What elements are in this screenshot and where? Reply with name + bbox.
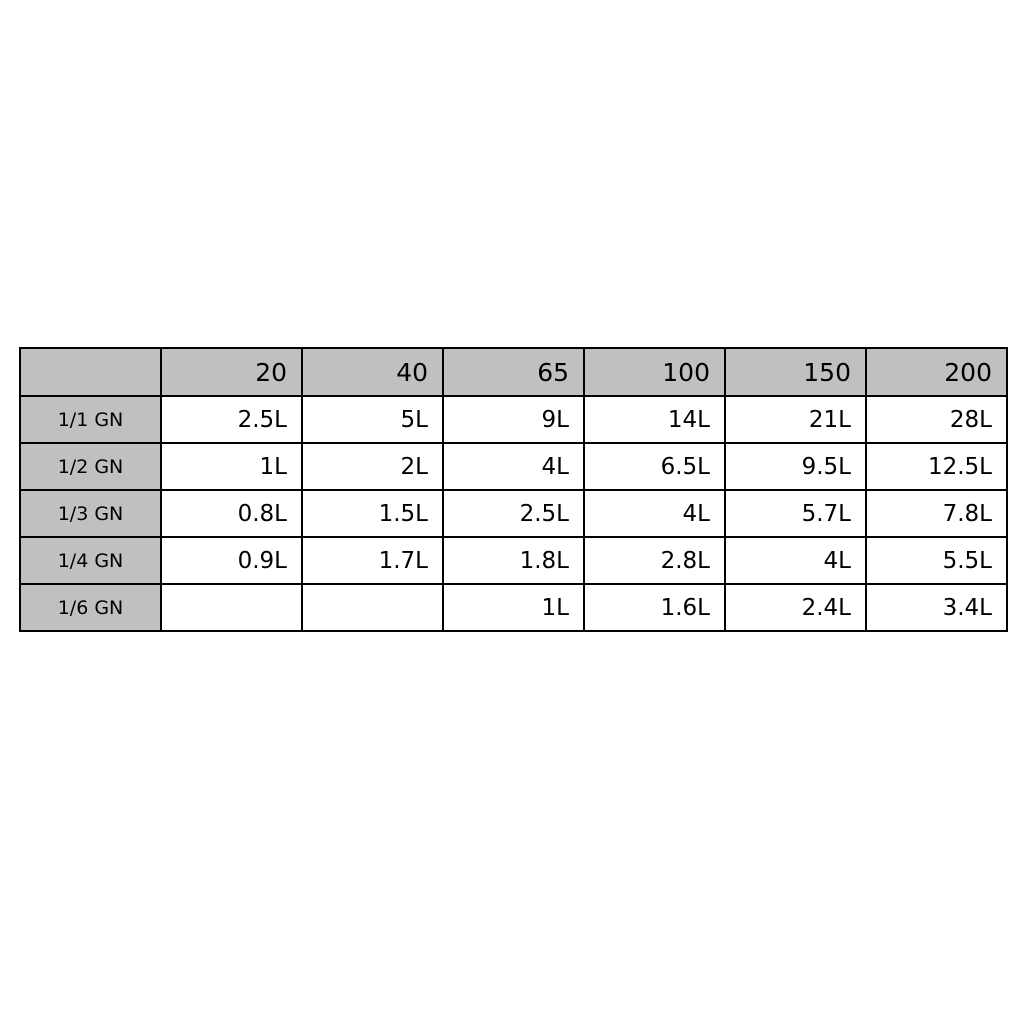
table-row: 1/1 GN 2.5L 5L 9L 14L 21L 28L: [19, 395, 1008, 444]
column-header: 65: [442, 347, 585, 397]
table-row: 1/6 GN 1L 1.6L 2.4L 3.4L: [19, 583, 1008, 632]
column-header: 40: [301, 347, 444, 397]
table-row: 1/4 GN 0.9L 1.7L 1.8L 2.8L 4L 5.5L: [19, 536, 1008, 585]
table-cell: 9L: [442, 395, 585, 444]
table-cell: [301, 583, 444, 632]
table-cell: 2.8L: [583, 536, 726, 585]
row-header: 1/6 GN: [19, 583, 162, 632]
table-cell: 2L: [301, 442, 444, 491]
row-header: 1/2 GN: [19, 442, 162, 491]
header-row: 20 40 65 100 150 200: [19, 347, 1008, 397]
table-cell: 7.8L: [865, 489, 1008, 538]
table-cell: 2.5L: [442, 489, 585, 538]
table-cell: [160, 583, 303, 632]
table-cell: 4L: [442, 442, 585, 491]
table-cell: 12.5L: [865, 442, 1008, 491]
table-cell: 1.7L: [301, 536, 444, 585]
table-cell: 9.5L: [724, 442, 867, 491]
table-cell: 2.4L: [724, 583, 867, 632]
table-cell: 6.5L: [583, 442, 726, 491]
capacity-table: 20 40 65 100 150 200 1/1 GN 2.5L 5L 9L 14L 21…: [19, 347, 1008, 632]
column-header: 20: [160, 347, 303, 397]
table-row: 1/2 GN 1L 2L 4L 6.5L 9.5L 12.5L: [19, 442, 1008, 491]
column-header: 150: [724, 347, 867, 397]
row-header: 1/1 GN: [19, 395, 162, 444]
table-cell: 28L: [865, 395, 1008, 444]
table-cell: 5.5L: [865, 536, 1008, 585]
table-row: 1/3 GN 0.8L 1.5L 2.5L 4L 5.7L 7.8L: [19, 489, 1008, 538]
column-header: 200: [865, 347, 1008, 397]
table-cell: 5.7L: [724, 489, 867, 538]
table-cell: 3.4L: [865, 583, 1008, 632]
table-cell: 4L: [724, 536, 867, 585]
column-header: 100: [583, 347, 726, 397]
table-cell: 0.9L: [160, 536, 303, 585]
corner-cell: [19, 347, 162, 397]
table-cell: 1L: [160, 442, 303, 491]
table-cell: 1.8L: [442, 536, 585, 585]
row-header: 1/3 GN: [19, 489, 162, 538]
table-cell: 1.5L: [301, 489, 444, 538]
table-cell: 1.6L: [583, 583, 726, 632]
table-cell: 21L: [724, 395, 867, 444]
row-header: 1/4 GN: [19, 536, 162, 585]
table-cell: 4L: [583, 489, 726, 538]
table-cell: 14L: [583, 395, 726, 444]
table-cell: 0.8L: [160, 489, 303, 538]
table-cell: 1L: [442, 583, 585, 632]
table-cell: 5L: [301, 395, 444, 444]
table-cell: 2.5L: [160, 395, 303, 444]
